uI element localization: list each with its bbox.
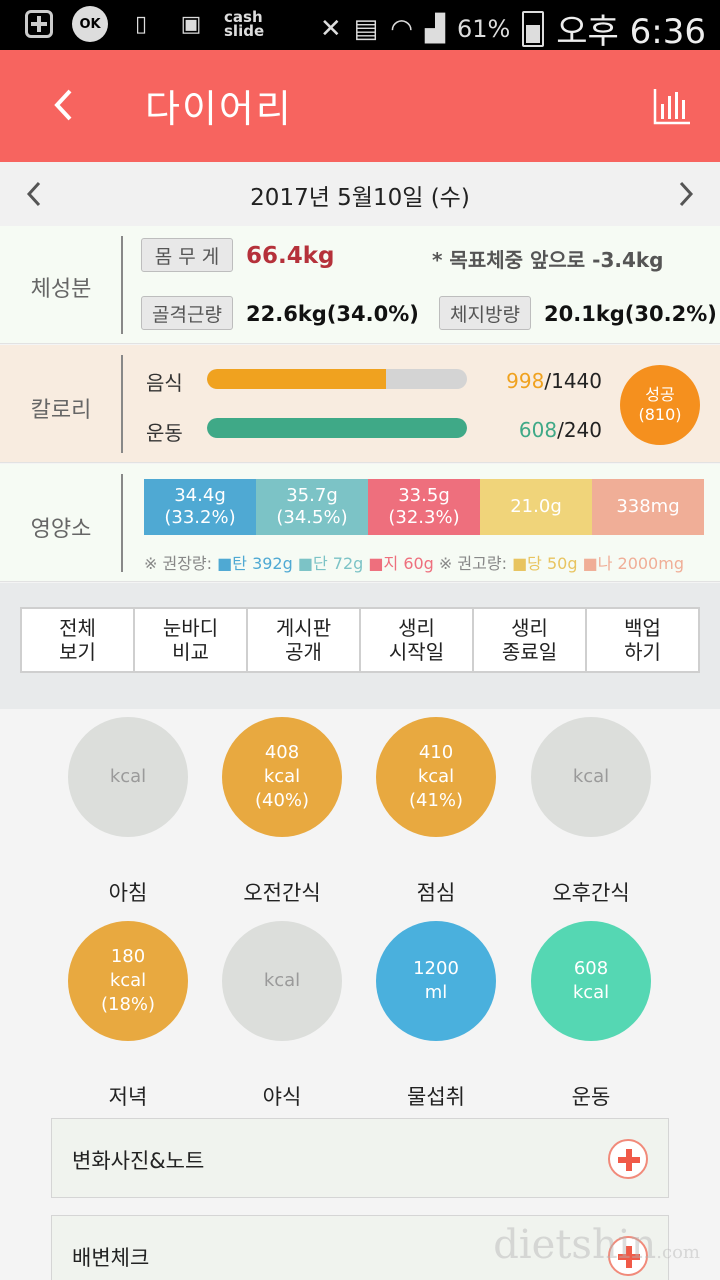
page-title: 다이어리 bbox=[145, 87, 293, 131]
mute-icon: ✕ bbox=[319, 13, 342, 44]
card-title: 변화사진&노트 bbox=[72, 1149, 205, 1173]
section-label: 체성분 bbox=[30, 277, 92, 302]
body-fat-tag: 체지방량 bbox=[439, 296, 531, 330]
action-bar: 전체 보기 눈바디 비교 게시판 공개 생리 시작일 생리 종료일 백업 하기 bbox=[0, 583, 720, 709]
nutrient-strip: 34.4g (33.2%) 35.7g (34.5%) 33.5g (32.3%) 2… bbox=[144, 479, 704, 535]
meal-morning-snack[interactable]: 408 kcal (40%) 오전간식 bbox=[205, 717, 359, 907]
meal-label: 야식 bbox=[262, 1085, 302, 1109]
exercise-label: 운동 bbox=[146, 421, 183, 445]
chevron-left-icon bbox=[54, 89, 72, 121]
food-progress-fill bbox=[207, 369, 387, 389]
nutrient-sodium: 338mg bbox=[592, 479, 704, 535]
status-bar: OK ▯ ▣ cash slide ✕ ▤ ◠ ▟ 61% 오후 6:36 bbox=[0, 0, 720, 53]
backup-button[interactable]: 백업 하기 bbox=[624, 616, 661, 664]
meal-late-night[interactable]: kcal 야식 bbox=[205, 921, 359, 1111]
calorie-section[interactable]: 칼로리 음식 998/1440 운동 608/240 성공 (810) bbox=[0, 345, 720, 463]
back-button[interactable] bbox=[38, 80, 88, 130]
exercise-calorie-value: 608/240 bbox=[518, 418, 602, 442]
meal-label: 오후간식 bbox=[552, 881, 630, 905]
wifi-icon: ◠ bbox=[390, 13, 413, 44]
action-buttons: 전체 보기 눈바디 비교 게시판 공개 생리 시작일 생리 종료일 백업 하기 bbox=[20, 607, 700, 673]
bar-chart-icon bbox=[653, 89, 690, 125]
divider bbox=[121, 355, 123, 453]
eye-body-compare-button[interactable]: 눈바디 비교 bbox=[135, 609, 248, 671]
meal-label: 오전간식 bbox=[243, 881, 321, 905]
clock: 오후 6:36 bbox=[556, 12, 706, 52]
section-label: 영양소 bbox=[30, 517, 92, 542]
weight-tag: 몸 무 게 bbox=[141, 238, 233, 272]
meal-circle[interactable]: kcal bbox=[222, 921, 342, 1041]
meal-circle[interactable]: 410 kcal (41%) bbox=[376, 717, 496, 837]
next-day-button[interactable] bbox=[666, 174, 706, 214]
meal-label: 운동 bbox=[571, 1085, 611, 1109]
chevron-right-icon bbox=[679, 181, 694, 207]
meal-circle[interactable]: kcal bbox=[531, 717, 651, 837]
divider bbox=[121, 474, 123, 572]
app-bar: 다이어리 bbox=[0, 50, 720, 162]
period-end-button[interactable]: 생리 종료일 bbox=[474, 609, 587, 671]
card-title: 배변체크 bbox=[72, 1246, 150, 1270]
chevron-left-icon bbox=[26, 181, 41, 207]
food-label: 음식 bbox=[146, 371, 183, 395]
statistics-button[interactable] bbox=[652, 86, 692, 126]
water-intake[interactable]: 1200 ml 물섭취 bbox=[359, 921, 513, 1111]
cashslide-icon: cash slide bbox=[224, 8, 265, 40]
body-composition-section[interactable]: 체성분 몸 무 게 66.4kg * 목표체중 앞으로 -3.4kg 골격근량 … bbox=[0, 226, 720, 344]
date-navigator: 2017년 5월10일 (수) bbox=[0, 162, 720, 226]
meal-dinner[interactable]: 180 kcal (18%) 저녁 bbox=[51, 921, 205, 1111]
phone-icon: ▯ bbox=[134, 11, 148, 37]
add-icon[interactable] bbox=[608, 1236, 648, 1276]
exercise-progress-fill bbox=[207, 418, 467, 438]
nutrient-sugar: 21.0g bbox=[480, 479, 592, 535]
meal-label: 아침 bbox=[108, 881, 148, 905]
meal-label: 저녁 bbox=[108, 1085, 148, 1109]
battery-percent: 61% bbox=[456, 14, 511, 43]
meal-circle[interactable]: 1200 ml bbox=[376, 921, 496, 1041]
nutrient-carb: 34.4g (33.2%) bbox=[144, 479, 256, 535]
exercise-entry[interactable]: 608 kcal 운동 bbox=[514, 921, 668, 1111]
section-label: 칼로리 bbox=[30, 398, 92, 423]
body-fat-value: 20.1kg(30.2%) bbox=[544, 302, 717, 326]
signal-icon: ▟ bbox=[424, 13, 445, 44]
previous-day-button[interactable] bbox=[14, 174, 54, 214]
nutrient-protein: 35.7g (34.5%) bbox=[256, 479, 368, 535]
skeletal-muscle-value: 22.6kg(34.0%) bbox=[246, 302, 419, 326]
divider bbox=[121, 236, 123, 334]
meal-afternoon-snack[interactable]: kcal 오후간식 bbox=[514, 717, 668, 907]
exercise-progress-bar bbox=[207, 418, 467, 438]
status-bar-system: ✕ ▤ ◠ ▟ 61% 오후 6:36 bbox=[320, 4, 706, 53]
battery-icon bbox=[522, 10, 545, 47]
view-all-button[interactable]: 전체 보기 bbox=[22, 609, 135, 671]
meal-label: 물섭취 bbox=[407, 1085, 465, 1109]
meal-circle[interactable]: 408 kcal (40%) bbox=[222, 717, 342, 837]
nfc-icon: ▤ bbox=[353, 13, 379, 44]
nutrient-section[interactable]: 영양소 34.4g (33.2%) 35.7g (34.5%) 33.5g (32.3… bbox=[0, 464, 720, 582]
meal-lunch[interactable]: 410 kcal (41%) 점심 bbox=[359, 717, 513, 907]
add-icon[interactable] bbox=[608, 1139, 648, 1179]
bowel-check-card[interactable]: 배변체크 bbox=[51, 1215, 669, 1280]
nutrient-legend: ※ 권장량: ■탄 392g ■단 72g ■지 60g ※ 권고량: ■당 5… bbox=[144, 554, 684, 573]
watermark: dietshin.com bbox=[493, 1222, 700, 1268]
ok-cashbag-icon: OK bbox=[72, 6, 108, 42]
add-icon bbox=[22, 7, 56, 41]
meal-circle[interactable]: kcal bbox=[68, 717, 188, 837]
weight-value: 66.4kg bbox=[246, 243, 335, 269]
meal-breakfast[interactable]: kcal 아침 bbox=[51, 717, 205, 907]
food-progress-bar bbox=[207, 369, 467, 389]
current-date[interactable]: 2017년 5월10일 (수) bbox=[250, 185, 470, 211]
skeletal-muscle-tag: 골격근량 bbox=[141, 296, 233, 330]
meal-circle[interactable]: 180 kcal (18%) bbox=[68, 921, 188, 1041]
meal-label: 점심 bbox=[416, 881, 456, 905]
meal-circle[interactable]: 608 kcal bbox=[531, 921, 651, 1041]
status-bar-notifications: OK ▯ ▣ cash slide bbox=[22, 6, 264, 42]
board-public-button[interactable]: 게시판 공개 bbox=[248, 609, 361, 671]
meal-grid: kcal 아침 408 kcal (40%) 오전간식 410 kcal (41%) 점… bbox=[0, 709, 720, 1119]
goal-weight-note: * 목표체중 앞으로 -3.4kg bbox=[432, 248, 664, 272]
food-calorie-value: 998/1440 bbox=[506, 369, 602, 393]
nutrient-fat: 33.5g (32.3%) bbox=[368, 479, 480, 535]
success-badge: 성공 (810) bbox=[620, 365, 700, 445]
image-icon: ▣ bbox=[180, 11, 202, 37]
period-start-button[interactable]: 생리 시작일 bbox=[361, 609, 474, 671]
photo-note-card[interactable]: 변화사진&노트 bbox=[51, 1118, 669, 1198]
